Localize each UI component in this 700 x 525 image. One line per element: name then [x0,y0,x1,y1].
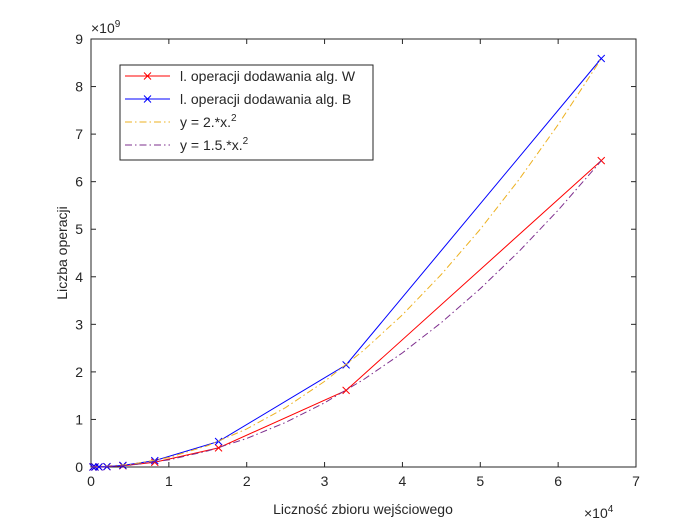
x-multiplier-base: ×10 [584,505,608,521]
legend-label: l. operacji dodawania alg. W [180,68,356,84]
marker [95,463,103,471]
y-tick-label: 1 [75,411,83,427]
y-tick-label: 8 [75,79,83,95]
x-tick-label: 5 [476,473,484,489]
legend: l. operacji dodawania alg. W l. operacji … [119,64,374,161]
marker [214,443,223,452]
legend-marker [143,72,152,80]
y-multiplier-exponent: 9 [115,19,121,30]
y-tick-label: 5 [75,221,83,237]
y-tick-label: 4 [75,269,83,285]
x-tick-label: 0 [87,473,95,489]
y-multiplier-base: ×10 [91,20,115,36]
y-multiplier: ×109 [91,19,121,36]
legend-box [119,64,374,161]
marker [597,54,606,63]
x-tick-label: 7 [632,473,640,489]
legend-marker [143,95,152,103]
x-tick-label: 4 [399,473,407,489]
y-axis-label: Liczba operacji [54,206,70,299]
y-tick-label: 9 [75,31,83,47]
x-tick-label: 1 [165,473,173,489]
series-line [90,160,602,468]
legend-label: y = 1.5.*x.2 [180,136,249,153]
x-tick-label: 2 [243,473,251,489]
y-tick-label: 0 [75,459,83,475]
marker [150,456,159,465]
series-line [90,58,602,468]
y-tick-label: 3 [75,316,83,332]
legend-label: l. operacji dodawania alg. B [180,91,351,107]
x-tick-label: 3 [321,473,329,489]
marker [342,386,350,395]
y-tick-label: 2 [75,364,83,380]
x-axis-label: Liczność zbioru wejściowego [273,501,453,517]
x-tick-label: 6 [554,473,562,489]
x-multiplier-exponent: 4 [608,504,614,515]
y-tick-label: 7 [75,126,83,142]
legend-label: y = 2.*x.2 [180,113,237,130]
y-tick-label: 6 [75,174,83,190]
x-multiplier: ×104 [584,504,614,521]
